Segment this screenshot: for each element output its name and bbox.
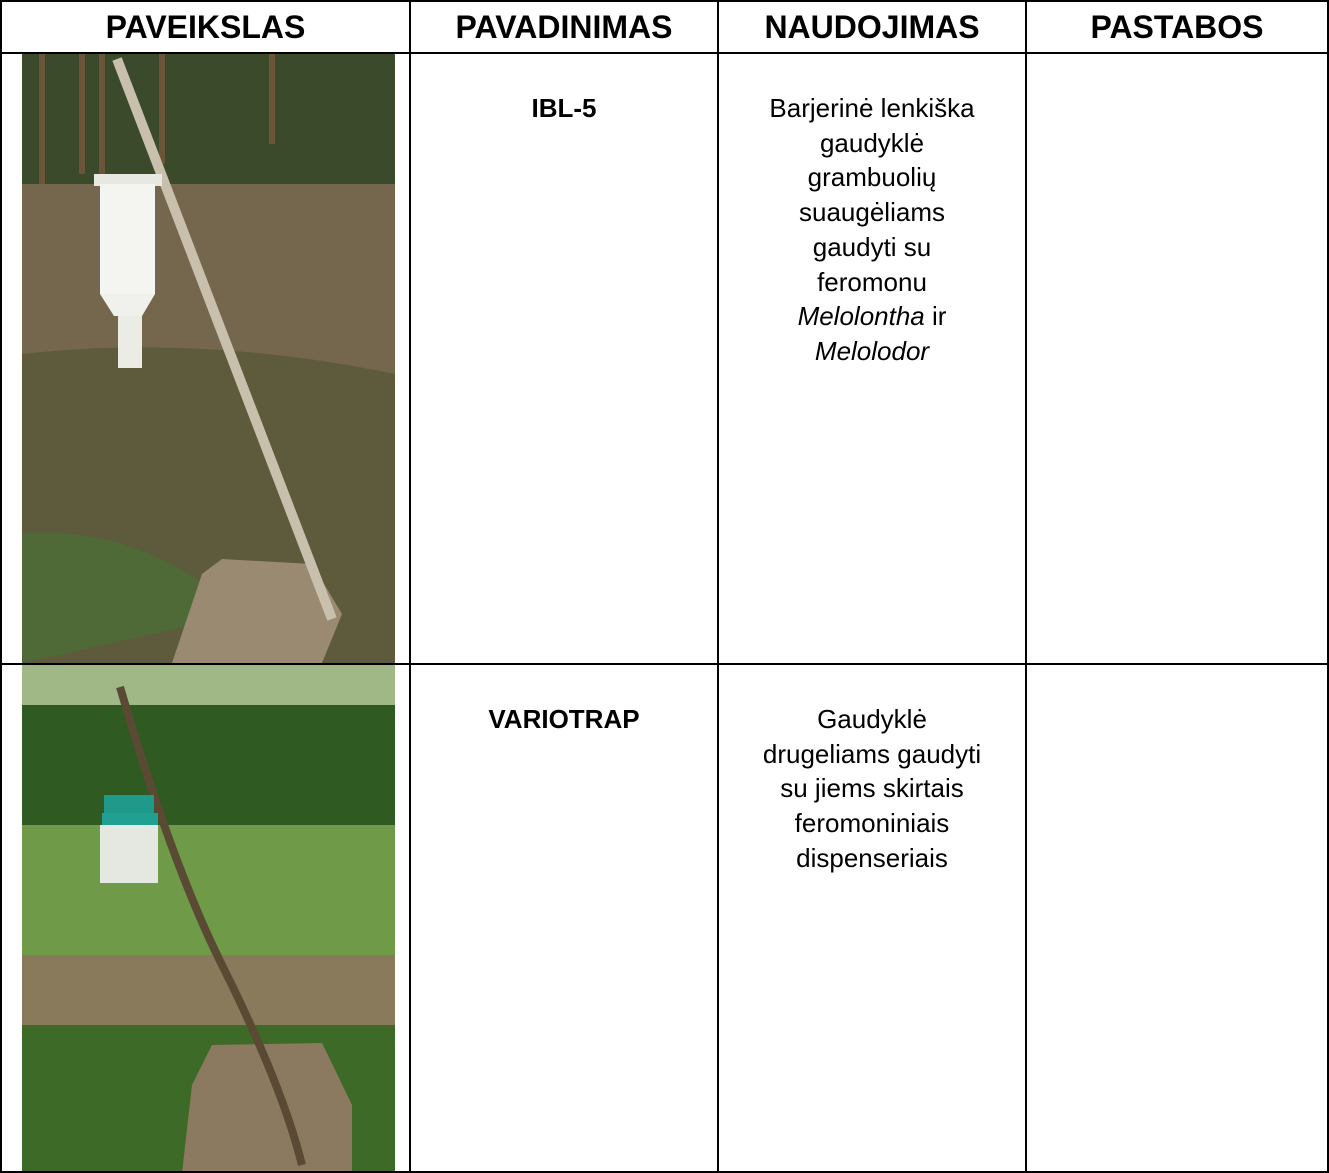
text-run: Barjerinė lenkiška (769, 93, 975, 123)
text-line: grambuolių (719, 160, 1025, 195)
column-header: NAUDOJIMAS (764, 9, 980, 45)
usage-text: Gaudyklė drugeliams gaudyti su jiems skirt… (719, 702, 1025, 876)
text-line: feromonu (719, 265, 1025, 300)
text-run: Gaudyklė (817, 704, 927, 734)
column-header: PAVADINIMAS (455, 9, 673, 45)
text-run: feromoniniais (794, 808, 950, 839)
text-line: feromoniniais (719, 806, 1025, 841)
text-line: Melolodor (719, 334, 1025, 369)
column-header: PAVEIKSLAS (105, 9, 306, 45)
text-line: Barjerinė lenkiška (719, 91, 1025, 126)
trap-name: IBL-5 (531, 93, 597, 123)
text-run: gaudyklė (819, 127, 925, 158)
text-line: suaugėliams (719, 195, 1025, 230)
text-run: Melolodor (814, 335, 930, 366)
text-line: drugeliams gaudyti (719, 737, 1025, 772)
text-line: gaudyklė (719, 126, 1025, 161)
trap-photo (22, 54, 395, 663)
trap-photo (22, 665, 395, 1173)
border (0, 0, 1329, 2)
text-run: drugeliams gaudyti (762, 738, 982, 769)
text-line: Melolontha ir (719, 299, 1025, 334)
column-header: PASTABOS (1090, 9, 1264, 45)
text-run: Melolontha (797, 301, 925, 332)
border (409, 0, 411, 1173)
usage-text: Barjerinė lenkiška gaudyklė grambuolių suau… (719, 91, 1025, 369)
border (0, 663, 1329, 665)
border (0, 1171, 1329, 1173)
text-run: su jiems skirtais (780, 773, 964, 804)
border (0, 0, 2, 1173)
text-run: gaudyti su (812, 231, 932, 262)
border (0, 52, 1329, 54)
border (1025, 0, 1027, 1173)
text-line: dispenseriais (719, 841, 1025, 876)
text-run: dispenseriais (796, 842, 948, 873)
text-run: feromonu (817, 266, 927, 297)
text-line: Gaudyklė (719, 702, 1025, 737)
trap-name: VARIOTRAP (488, 704, 640, 734)
text-line: su jiems skirtais (719, 771, 1025, 806)
border (717, 0, 719, 1173)
text-run: suaugėliams (799, 197, 945, 228)
text-run: grambuolių (807, 162, 937, 193)
border (1327, 0, 1329, 1173)
text-line: gaudyti su (719, 230, 1025, 265)
text-run: ir (924, 301, 947, 332)
